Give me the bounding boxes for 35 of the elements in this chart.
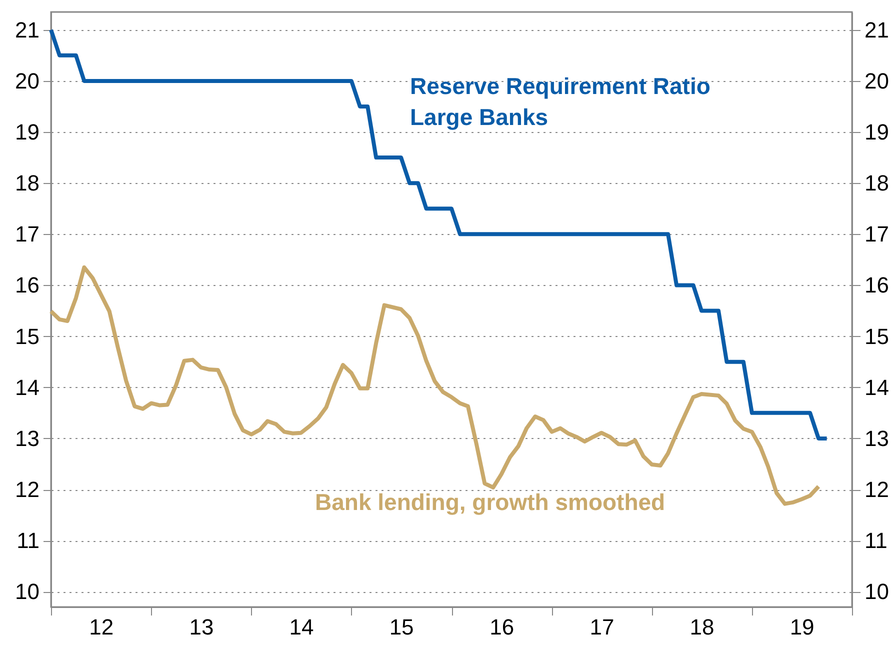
x-tick-label: 16 <box>490 614 514 640</box>
y2-tick-label: 12 <box>864 477 889 502</box>
y2-tick-label: 21 <box>864 17 889 42</box>
y2-tick-label: 19 <box>864 120 889 145</box>
y-tick-label: 21 <box>15 17 40 42</box>
y-tick-label: 13 <box>15 426 40 451</box>
y2-tick-label: 17 <box>864 222 889 247</box>
x-tick-label: 14 <box>289 614 314 640</box>
y-tick-label: 19 <box>15 120 40 145</box>
y2-tick-label: 20 <box>864 68 889 94</box>
y2-tick-label: 11 <box>864 528 888 554</box>
y2-tick-label: 13 <box>864 426 889 451</box>
y-tick-label: 11 <box>16 528 40 554</box>
y2-tick-label: 10 <box>864 579 889 604</box>
series-label: Bank lending, growth smoothed <box>315 489 666 515</box>
y-tick-label: 10 <box>15 579 40 604</box>
series-label: Reserve Requirement Ratio Large Banks <box>410 73 710 130</box>
y2-tick-label: 18 <box>864 170 889 196</box>
y2-tick-label: 15 <box>864 324 889 349</box>
y-tick-label: 12 <box>15 477 40 502</box>
x-tick-label: 12 <box>89 614 114 640</box>
y-tick-label: 14 <box>15 374 40 400</box>
y-tick-label: 20 <box>15 68 40 94</box>
x-tick-label: 19 <box>790 614 814 640</box>
x-tick-label: 15 <box>389 614 414 640</box>
x-tick-label: 17 <box>590 614 614 640</box>
y2-tick-label: 16 <box>864 272 889 298</box>
line-series <box>49 28 829 440</box>
y-tick-label: 16 <box>15 272 40 298</box>
y-tick-label: 18 <box>15 170 40 196</box>
y2-tick-label: 14 <box>864 374 889 400</box>
x-tick-label: 18 <box>690 614 714 640</box>
y-tick-label: 15 <box>15 324 40 349</box>
x-tick-label: 13 <box>189 614 214 640</box>
y-tick-label: 17 <box>15 222 40 247</box>
